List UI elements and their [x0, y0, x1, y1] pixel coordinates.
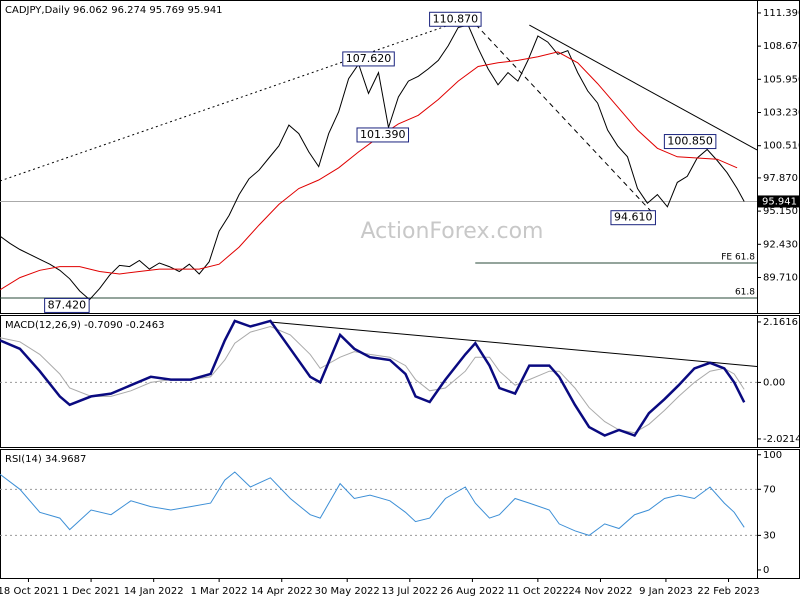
y-tick-label: 111.390 [763, 8, 800, 19]
annotation-label: 107.620 [346, 52, 392, 65]
x-tick-label: 22 Feb 2023 [697, 586, 759, 597]
x-tick-label: 18 Oct 2021 [0, 586, 59, 597]
y-tick-label: 92.430 [763, 239, 798, 250]
y-tick-label: 2.1616 [763, 317, 798, 328]
panel-frame [0, 315, 800, 448]
series-line [0, 24, 745, 301]
level-label: FE 61.8 [721, 252, 755, 262]
panel-title: RSI(14) 34.9687 [5, 454, 86, 465]
annotation-label: 100.850 [667, 135, 713, 148]
annotation-label: 94.610 [614, 211, 653, 224]
annotation-box [342, 51, 395, 67]
x-tick-label: 26 Aug 2022 [440, 586, 504, 597]
y-tick-label: 70 [763, 484, 776, 495]
series-line [0, 325, 745, 434]
trendline [0, 17, 470, 182]
series-line [0, 319, 746, 438]
annotation-label: 101.390 [360, 128, 406, 141]
x-tick-label: 9 Jan 2023 [639, 586, 693, 597]
last-price-box [758, 195, 800, 208]
x-tick-label: 13 Jul 2022 [381, 586, 438, 597]
x-tick-label: 24 Nov 2022 [568, 586, 632, 597]
annotation-box [610, 210, 656, 226]
y-tick-label: 0.00 [763, 377, 785, 388]
y-tick-label: 103.230 [763, 108, 800, 119]
y-tick-label: 105.950 [763, 74, 800, 85]
x-tick-label: 30 May 2022 [315, 586, 380, 597]
series-line [0, 471, 745, 536]
trendline [270, 321, 758, 367]
panel-title: CADJPY,Daily 96.062 96.274 95.769 95.941 [5, 5, 223, 16]
trendline [469, 17, 655, 216]
y-tick-label: 89.710 [763, 272, 798, 283]
last-price-label: 95.941 [762, 196, 797, 207]
watermark: ActionForex.com [361, 219, 544, 244]
level-label: 61.8 [735, 287, 755, 297]
annotation-label: 110.870 [433, 12, 479, 25]
trendline [529, 24, 758, 151]
panel-title: MACD(12,26,9) -0.7090 -0.2463 [5, 320, 165, 331]
x-tick-label: 1 Mar 2022 [191, 586, 248, 597]
y-tick-label: 100 [763, 450, 782, 461]
y-tick-label: 30 [763, 530, 776, 541]
x-tick-label: 11 Oct 2022 [507, 586, 569, 597]
annotation-box [663, 134, 717, 150]
y-tick-label: 0 [763, 565, 769, 576]
x-tick-label: 14 Jan 2022 [124, 586, 184, 597]
panel-frame [0, 449, 800, 579]
series-line [0, 51, 738, 291]
y-tick-label: 108.670 [763, 41, 800, 52]
annotation-box [356, 127, 410, 143]
annotation-box [429, 11, 482, 27]
y-tick-label: 97.870 [763, 173, 798, 184]
y-tick-label: 95.150 [763, 206, 798, 217]
annotation-box [44, 297, 90, 313]
x-tick-label: 1 Dec 2021 [62, 586, 120, 597]
annotation-label: 87.420 [48, 298, 87, 311]
x-tick-label: 14 Apr 2022 [251, 586, 313, 597]
y-tick-label: 100.510 [763, 141, 800, 152]
y-tick-label: -2.0214 [763, 434, 800, 445]
